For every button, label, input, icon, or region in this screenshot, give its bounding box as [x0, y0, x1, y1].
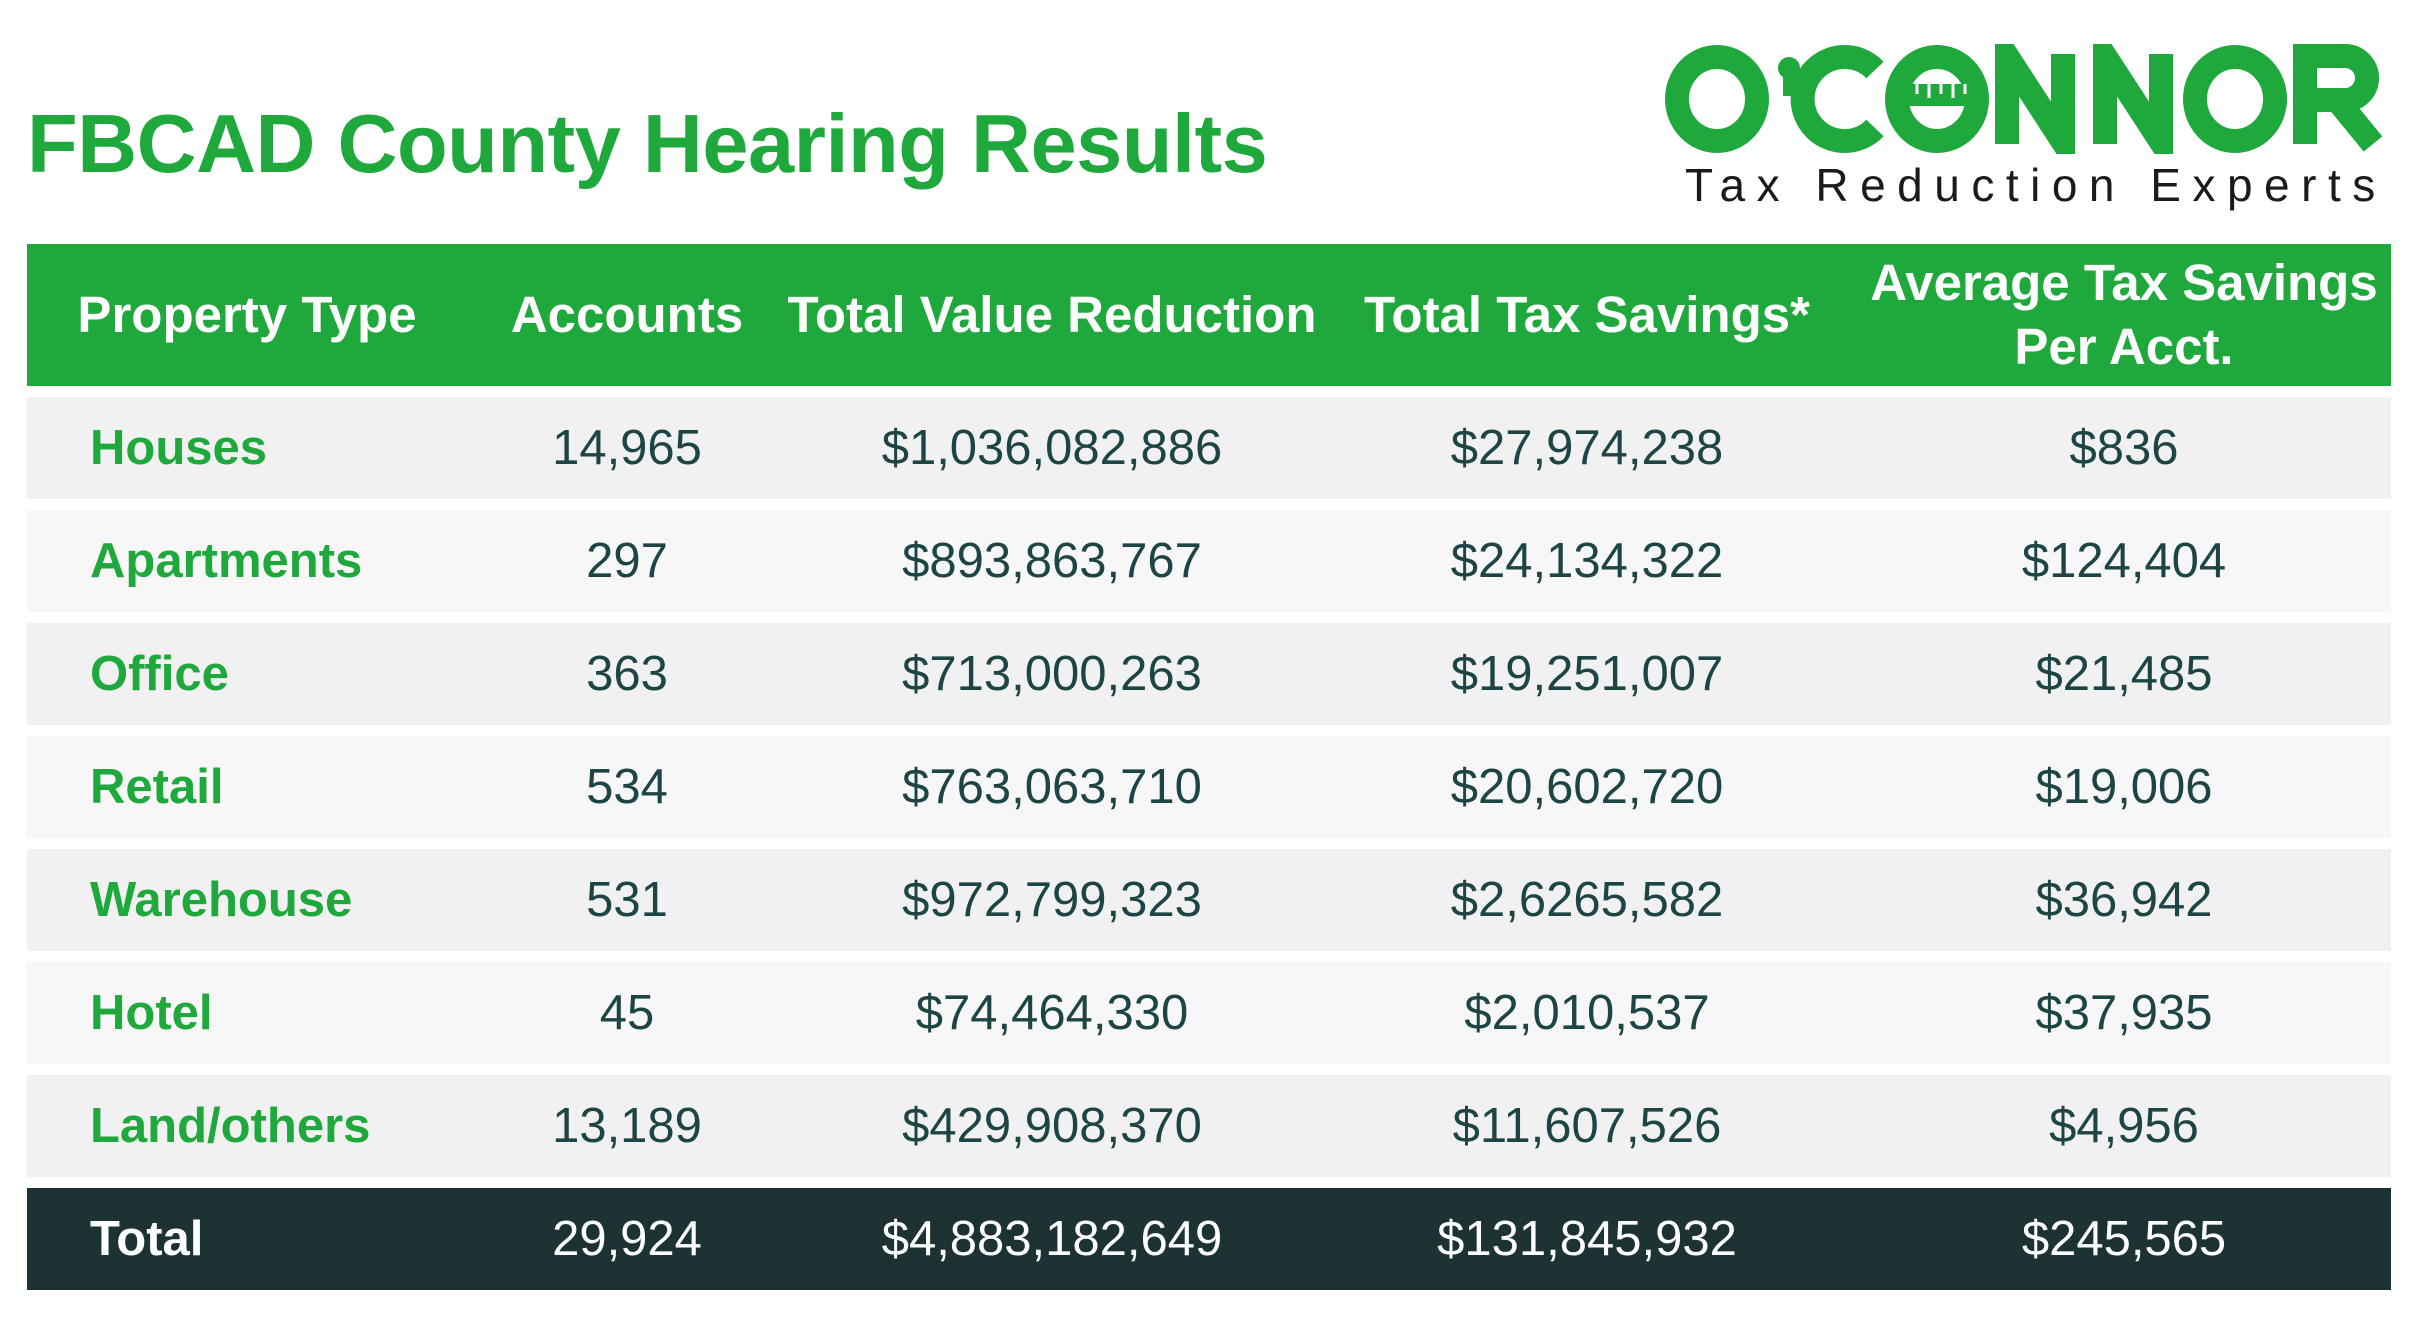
total-value-reduction-cell: $4,883,182,649: [881, 1212, 1223, 1266]
tax-savings-cell: $24,134,322: [1450, 534, 1724, 588]
table-total-row: Total 29,924 $4,883,182,649 $131,845,932…: [27, 1188, 2391, 1290]
table-row: Land/others 13,189 $429,908,370 $11,607,…: [27, 1075, 2391, 1177]
header-average-tax-savings: Average Tax Savings Per Acct.: [1870, 254, 2378, 375]
property-type-cell: Retail: [90, 760, 224, 814]
total-tax-savings-cell: $131,845,932: [1437, 1212, 1737, 1266]
tax-savings-cell: $2,010,537: [1464, 986, 1710, 1040]
property-type-cell: Apartments: [90, 534, 363, 588]
value-reduction-cell: $74,464,330: [915, 986, 1189, 1040]
total-accounts-cell: 29,924: [552, 1212, 702, 1266]
value-reduction-cell: $763,063,710: [902, 760, 1202, 814]
tax-savings-cell: $11,607,526: [1452, 1099, 1722, 1153]
value-reduction-cell: $429,908,370: [902, 1099, 1202, 1153]
value-reduction-cell: $893,863,767: [902, 534, 1202, 588]
hearing-results-table: Property Type Accounts Total Value Reduc…: [27, 244, 2391, 1290]
table-row: Office 363 $713,000,263 $19,251,007 $21,…: [27, 623, 2391, 725]
table-row: Apartments 297 $893,863,767 $24,134,322 …: [27, 510, 2391, 612]
table-row: Warehouse 531 $972,799,323 $2,6265,582 $…: [27, 849, 2391, 951]
accounts-cell: 45: [599, 986, 655, 1040]
table-header-row: Property Type Accounts Total Value Reduc…: [27, 244, 2391, 386]
tax-savings-cell: $2,6265,582: [1450, 873, 1724, 927]
average-savings-cell: $19,006: [2035, 760, 2213, 814]
average-savings-cell: $21,485: [2035, 647, 2213, 701]
value-reduction-cell: $713,000,263: [902, 647, 1202, 701]
accounts-cell: 297: [586, 534, 668, 588]
header-total-value-reduction: Total Value Reduction: [787, 286, 1317, 343]
accounts-cell: 14,965: [552, 421, 702, 475]
average-savings-cell: $836: [2069, 421, 2179, 475]
page-title: FBCAD County Hearing Results: [27, 97, 1268, 190]
tax-savings-cell: $27,974,238: [1450, 421, 1724, 475]
header-accounts: Accounts: [510, 286, 744, 343]
average-savings-cell: $36,942: [2035, 873, 2213, 927]
table-row: Houses 14,965 $1,036,082,886 $27,974,238…: [27, 397, 2391, 499]
accounts-cell: 13,189: [552, 1099, 702, 1153]
header-total-tax-savings: Total Tax Savings*: [1364, 286, 1810, 343]
property-type-cell: Warehouse: [90, 873, 353, 927]
value-reduction-cell: $972,799,323: [902, 873, 1202, 927]
value-reduction-cell: $1,036,082,886: [881, 421, 1223, 475]
accounts-cell: 534: [586, 760, 668, 814]
average-savings-cell: $4,956: [2049, 1099, 2199, 1153]
oconnor-wordmark-logo: [1665, 44, 2383, 154]
oconnor-logo: Tax Reduction Experts: [1665, 44, 2395, 214]
total-average-savings-cell: $245,565: [2021, 1212, 2227, 1266]
average-savings-cell: $37,935: [2035, 986, 2213, 1040]
property-type-cell: Land/others: [90, 1099, 371, 1153]
table-row: Retail 534 $763,063,710 $20,602,720 $19,…: [27, 736, 2391, 838]
accounts-cell: 363: [586, 647, 668, 701]
tax-savings-cell: $20,602,720: [1450, 760, 1724, 814]
average-savings-cell: $124,404: [2021, 534, 2227, 588]
property-type-cell: Hotel: [90, 986, 213, 1040]
property-type-cell: Office: [90, 647, 229, 701]
property-type-cell: Houses: [90, 421, 268, 475]
logo-tagline: Tax Reduction Experts: [1685, 159, 2387, 211]
total-label-cell: Total: [90, 1212, 204, 1266]
table-row: Hotel 45 $74,464,330 $2,010,537 $37,935: [27, 962, 2391, 1064]
header-property-type: Property Type: [77, 286, 417, 343]
tax-savings-cell: $19,251,007: [1450, 647, 1724, 701]
accounts-cell: 531: [586, 873, 668, 927]
